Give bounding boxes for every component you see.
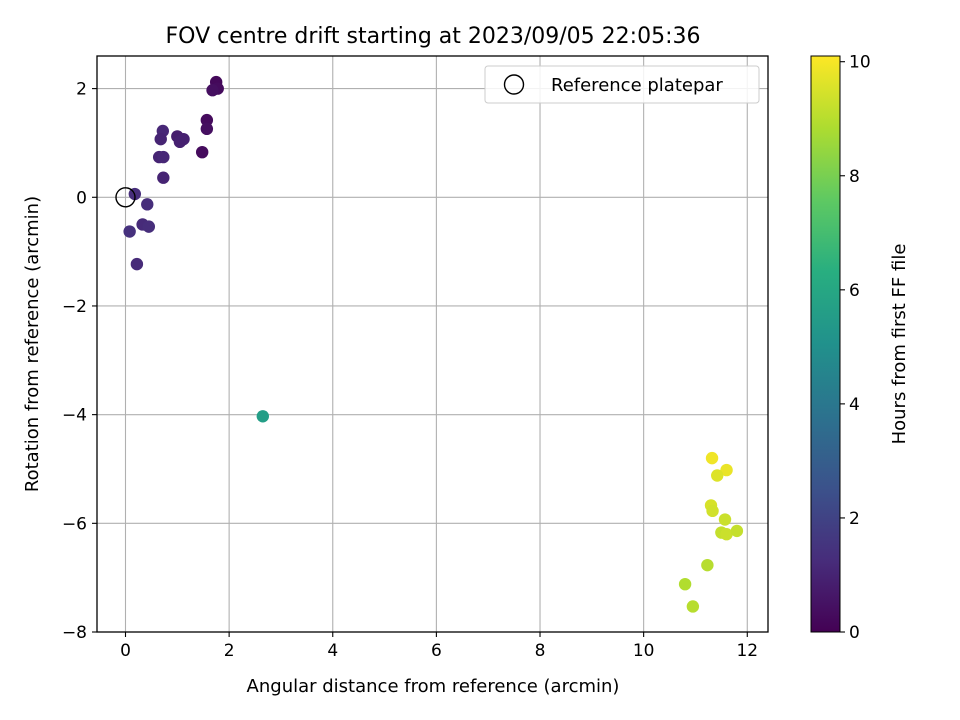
chart-title: FOV centre drift starting at 2023/09/05 … <box>166 24 701 49</box>
colorbar-ticks: 0 2 4 6 8 10 <box>840 53 871 643</box>
colorbar-tick-label: 2 <box>849 509 860 529</box>
data-point <box>130 257 144 271</box>
grid-lines <box>97 56 768 633</box>
data-point <box>200 113 214 127</box>
y-tick-label: −6 <box>62 514 87 534</box>
data-point <box>686 600 700 613</box>
legend-box <box>484 65 760 104</box>
data-point <box>157 150 170 164</box>
colorbar: 0 2 4 6 8 10 Hours from first FF file <box>810 53 910 643</box>
data-point <box>705 451 719 465</box>
data-point <box>701 558 714 572</box>
y-tick-label: 2 <box>76 80 87 100</box>
data-point <box>730 524 744 538</box>
reference-platepar-marker <box>115 187 136 208</box>
data-point <box>256 410 270 423</box>
colorbar-gradient <box>811 56 840 632</box>
data-point <box>718 513 732 526</box>
y-tick-label: −8 <box>62 623 87 643</box>
data-point <box>195 145 209 159</box>
x-tick-label: 12 <box>736 641 758 661</box>
data-point <box>678 577 692 591</box>
x-tick-label: 6 <box>431 641 442 661</box>
data-point <box>706 504 719 518</box>
colorbar-tick-label: 0 <box>849 623 860 643</box>
legend-marker-open-circle <box>503 74 525 95</box>
colorbar-tick-label: 8 <box>849 167 860 187</box>
data-point <box>123 225 136 238</box>
data-point <box>206 84 219 97</box>
colorbar-label: Hours from first FF file <box>889 244 910 445</box>
colorbar-tick-label: 6 <box>849 281 860 301</box>
colorbar-frame <box>810 55 841 633</box>
x-tick-label: 4 <box>327 641 338 661</box>
y-axis-ticks: −8 −6 −4 −2 0 2 <box>62 80 97 643</box>
y-axis-label: Rotation from reference (arcmin) <box>22 196 43 492</box>
legend-label: Reference platepar <box>551 75 723 96</box>
data-point <box>142 220 156 233</box>
data-points <box>115 75 744 613</box>
data-point <box>711 469 724 482</box>
y-tick-label: −2 <box>62 297 87 317</box>
data-point <box>720 463 733 477</box>
x-tick-label: 2 <box>224 641 235 661</box>
x-axis-label: Angular distance from reference (arcmin) <box>247 676 620 697</box>
legend: Reference platepar <box>484 65 760 104</box>
y-tick-label: 0 <box>76 188 87 208</box>
y-tick-label: −4 <box>62 406 87 426</box>
x-axis-ticks: 0 2 4 6 8 10 12 <box>120 632 758 661</box>
colorbar-tick-label: 10 <box>849 53 871 73</box>
colorbar-tick-label: 4 <box>849 395 860 415</box>
x-tick-label: 8 <box>535 641 546 661</box>
data-point <box>154 132 167 146</box>
x-tick-label: 10 <box>633 641 655 661</box>
data-point <box>157 171 170 184</box>
data-point <box>173 135 187 149</box>
plot-frame <box>96 55 769 633</box>
data-point <box>720 527 733 541</box>
x-tick-label: 0 <box>120 641 131 661</box>
data-point <box>200 122 214 136</box>
data-point <box>141 198 154 211</box>
